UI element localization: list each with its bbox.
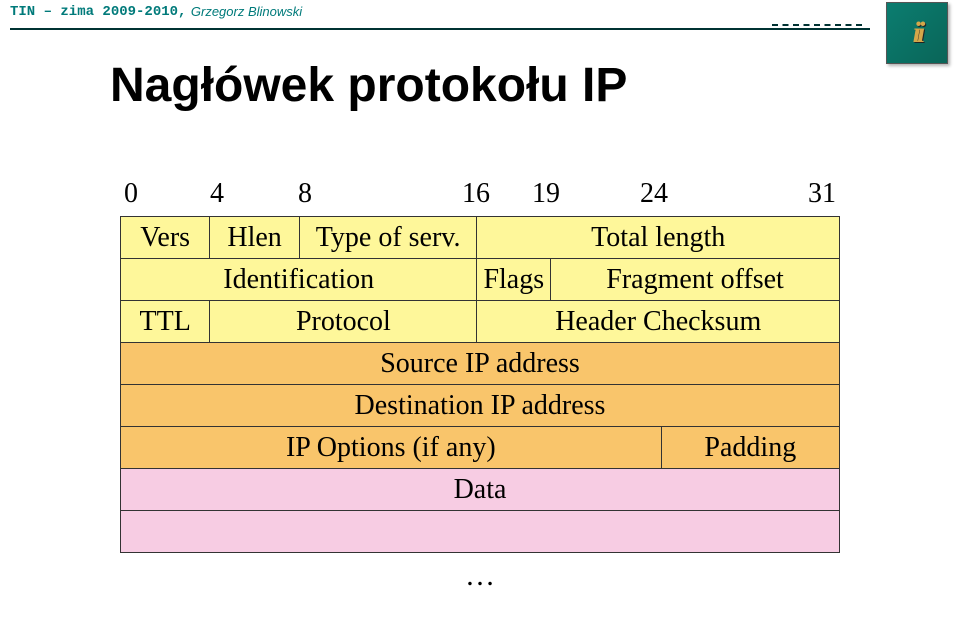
bit-0: 0 [124, 178, 138, 210]
bit-16: 16 [462, 178, 490, 210]
logo-text: ii [913, 16, 922, 50]
table-row: IP Options (if any) Padding [121, 427, 840, 469]
field-fragment-offset: Fragment offset [551, 259, 840, 301]
page-title: Nagłówek protokołu IP [110, 58, 627, 113]
field-data: Data [121, 469, 840, 511]
table-row: Destination IP address [121, 385, 840, 427]
bit-24: 24 [640, 178, 668, 210]
bit-31: 31 [808, 178, 836, 210]
field-checksum: Header Checksum [477, 301, 840, 343]
header-underline [10, 28, 870, 30]
field-total-length: Total length [477, 217, 840, 259]
header-bar: TIN – zima 2009-2010, Grzegorz Blinowski [0, 0, 960, 22]
ellipsis: … [120, 559, 840, 593]
field-identification: Identification [121, 259, 477, 301]
field-options: IP Options (if any) [121, 427, 662, 469]
field-dest-ip: Destination IP address [121, 385, 840, 427]
table-row: Data [121, 469, 840, 511]
table-row: Source IP address [121, 343, 840, 385]
course-code: TIN – zima 2009-2010, [10, 4, 186, 20]
table-row: Identification Flags Fragment offset [121, 259, 840, 301]
field-flags: Flags [477, 259, 551, 301]
field-source-ip: Source IP address [121, 343, 840, 385]
table-row: TTL Protocol Header Checksum [121, 301, 840, 343]
header-dashes [772, 24, 862, 26]
logo: ii [886, 2, 948, 64]
bit-8: 8 [298, 178, 312, 210]
field-data-cont [121, 511, 840, 553]
field-hlen: Hlen [210, 217, 299, 259]
bit-19: 19 [532, 178, 560, 210]
author-name: Grzegorz Blinowski [191, 4, 302, 19]
bit-4: 4 [210, 178, 224, 210]
ip-header-diagram: 0 4 8 16 19 24 31 Vers Hlen Type of serv… [120, 178, 840, 593]
field-padding: Padding [661, 427, 839, 469]
field-tos: Type of serv. [299, 217, 477, 259]
ip-header-table: Vers Hlen Type of serv. Total length Ide… [120, 216, 840, 553]
table-row: Vers Hlen Type of serv. Total length [121, 217, 840, 259]
field-vers: Vers [121, 217, 210, 259]
bit-ruler: 0 4 8 16 19 24 31 [120, 178, 840, 216]
field-ttl: TTL [121, 301, 210, 343]
field-protocol: Protocol [210, 301, 477, 343]
table-row [121, 511, 840, 553]
